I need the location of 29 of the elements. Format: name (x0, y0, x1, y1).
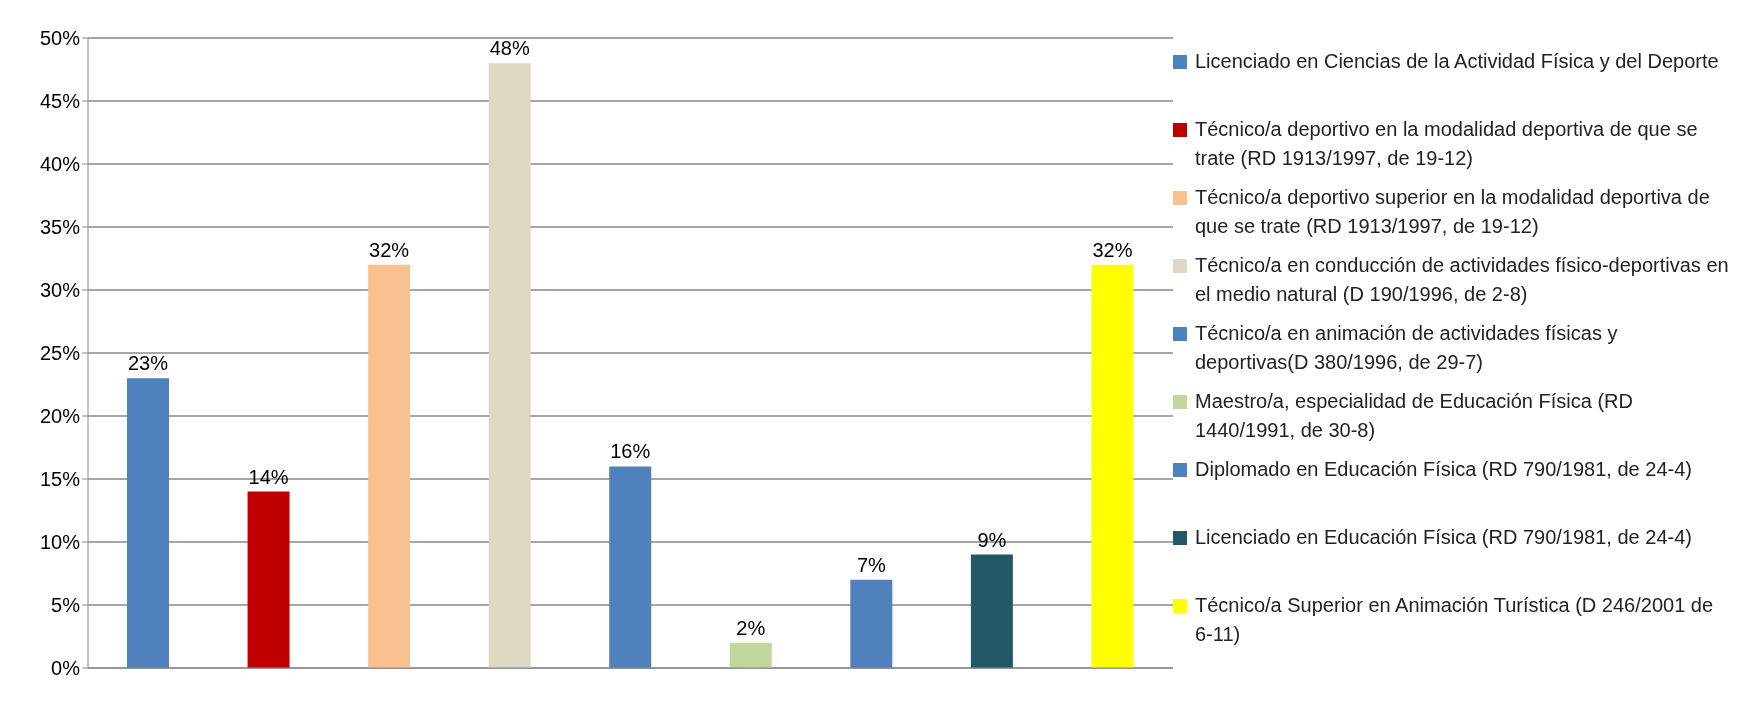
data-label: 32% (1092, 238, 1133, 261)
data-label: 9% (977, 528, 1007, 551)
legend-label: Técnico/a deportivo superior en la modalidad deportiva de que se trate (RD 1913/1997, de 19-12) (1195, 185, 1711, 239)
legend-label: Técnico/a Superior en Animación Turística (D 246/2001 de 6-11) (1195, 593, 1715, 647)
legend-label: Diplomado en Educación Física (RD 790/1981, de 24-4) (1195, 457, 1692, 482)
data-label: 23% (127, 352, 169, 375)
legend-label: Licenciado en Ciencias de la Actividad Física y del Deporte (1195, 49, 1719, 74)
legend-label: Maestro/a, especialidad de Educación Física (RD 1440/1991, de 30-8) (1195, 389, 1634, 443)
legend-label: Técnico/a en conducción de actividades físico-deportivas en el medio natural (D 190/1996, de 2-8) (1195, 253, 1730, 307)
y-tick-label: 30% (39, 279, 81, 302)
y-tick-label: 40% (39, 153, 81, 176)
y-tick-label: 5% (51, 594, 81, 617)
y-tick-label: 50% (39, 27, 81, 50)
y-tick-label: 15% (39, 468, 81, 491)
y-tick-label: 20% (39, 405, 81, 428)
y-tick-label: 45% (39, 90, 81, 113)
legend-label: Técnico/a en animación de actividades físicas y deportivas(D 380/1996, de 29-7) (1195, 321, 1619, 375)
data-label: 32% (369, 238, 410, 261)
legend-label: Licenciado en Educación Física (RD 790/1981, de 24-4) (1195, 525, 1692, 550)
y-tick-label: 10% (39, 531, 81, 554)
y-tick-label: 35% (39, 216, 81, 239)
data-label: 48% (489, 37, 530, 60)
legend-label: Técnico/a deportivo en la modalidad deportiva de que se trate (RD 1913/1997, de 19-12) (1195, 117, 1699, 171)
data-label: 7% (856, 553, 886, 576)
y-tick-label: 25% (39, 342, 81, 365)
data-label: 2% (736, 616, 766, 639)
data-label: 14% (248, 465, 289, 488)
data-label: 16% (610, 440, 651, 463)
y-tick-label: 0% (51, 657, 81, 680)
